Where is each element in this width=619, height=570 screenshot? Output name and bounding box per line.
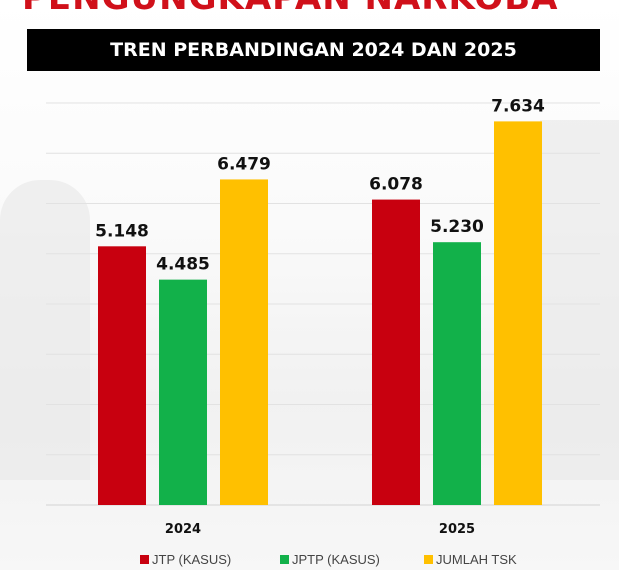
legend-swatch [280,555,289,564]
background-building [0,180,90,480]
data-label: 6.078 [369,175,423,195]
legend-swatch [140,555,149,564]
legend-label: JUMLAH TSK [436,552,517,567]
bar-2024-1 [159,279,207,505]
data-label: 5.148 [95,221,149,241]
legend-item-jptp: JPTP (KASUS) [280,552,380,567]
x-tick-label: 2024 [165,522,201,537]
legend-label: JTP (KASUS) [152,552,232,567]
data-label: 7.634 [491,96,545,116]
data-label: 4.485 [156,255,210,275]
legend-item-tsk: JUMLAH TSK [424,552,517,567]
bar-2025-1 [433,242,481,505]
bar-2024-0 [98,246,146,506]
bar-2025-2 [494,121,542,505]
bar-2025-0 [372,199,420,505]
data-label: 5.230 [430,217,484,237]
chart-title-banner: TREN PERBANDINGAN 2024 DAN 2025 [27,29,600,71]
legend-swatch [424,555,433,564]
data-label: 6.479 [217,154,271,174]
background-building [540,120,619,480]
top-title: PENGUNGKAPAN NARKOBA [22,0,558,18]
legend-item-jtp: JTP (KASUS) [140,552,231,567]
x-tick-label: 2025 [439,522,475,537]
bar-2024-2 [220,179,268,506]
legend-label: JPTP (KASUS) [292,552,380,567]
